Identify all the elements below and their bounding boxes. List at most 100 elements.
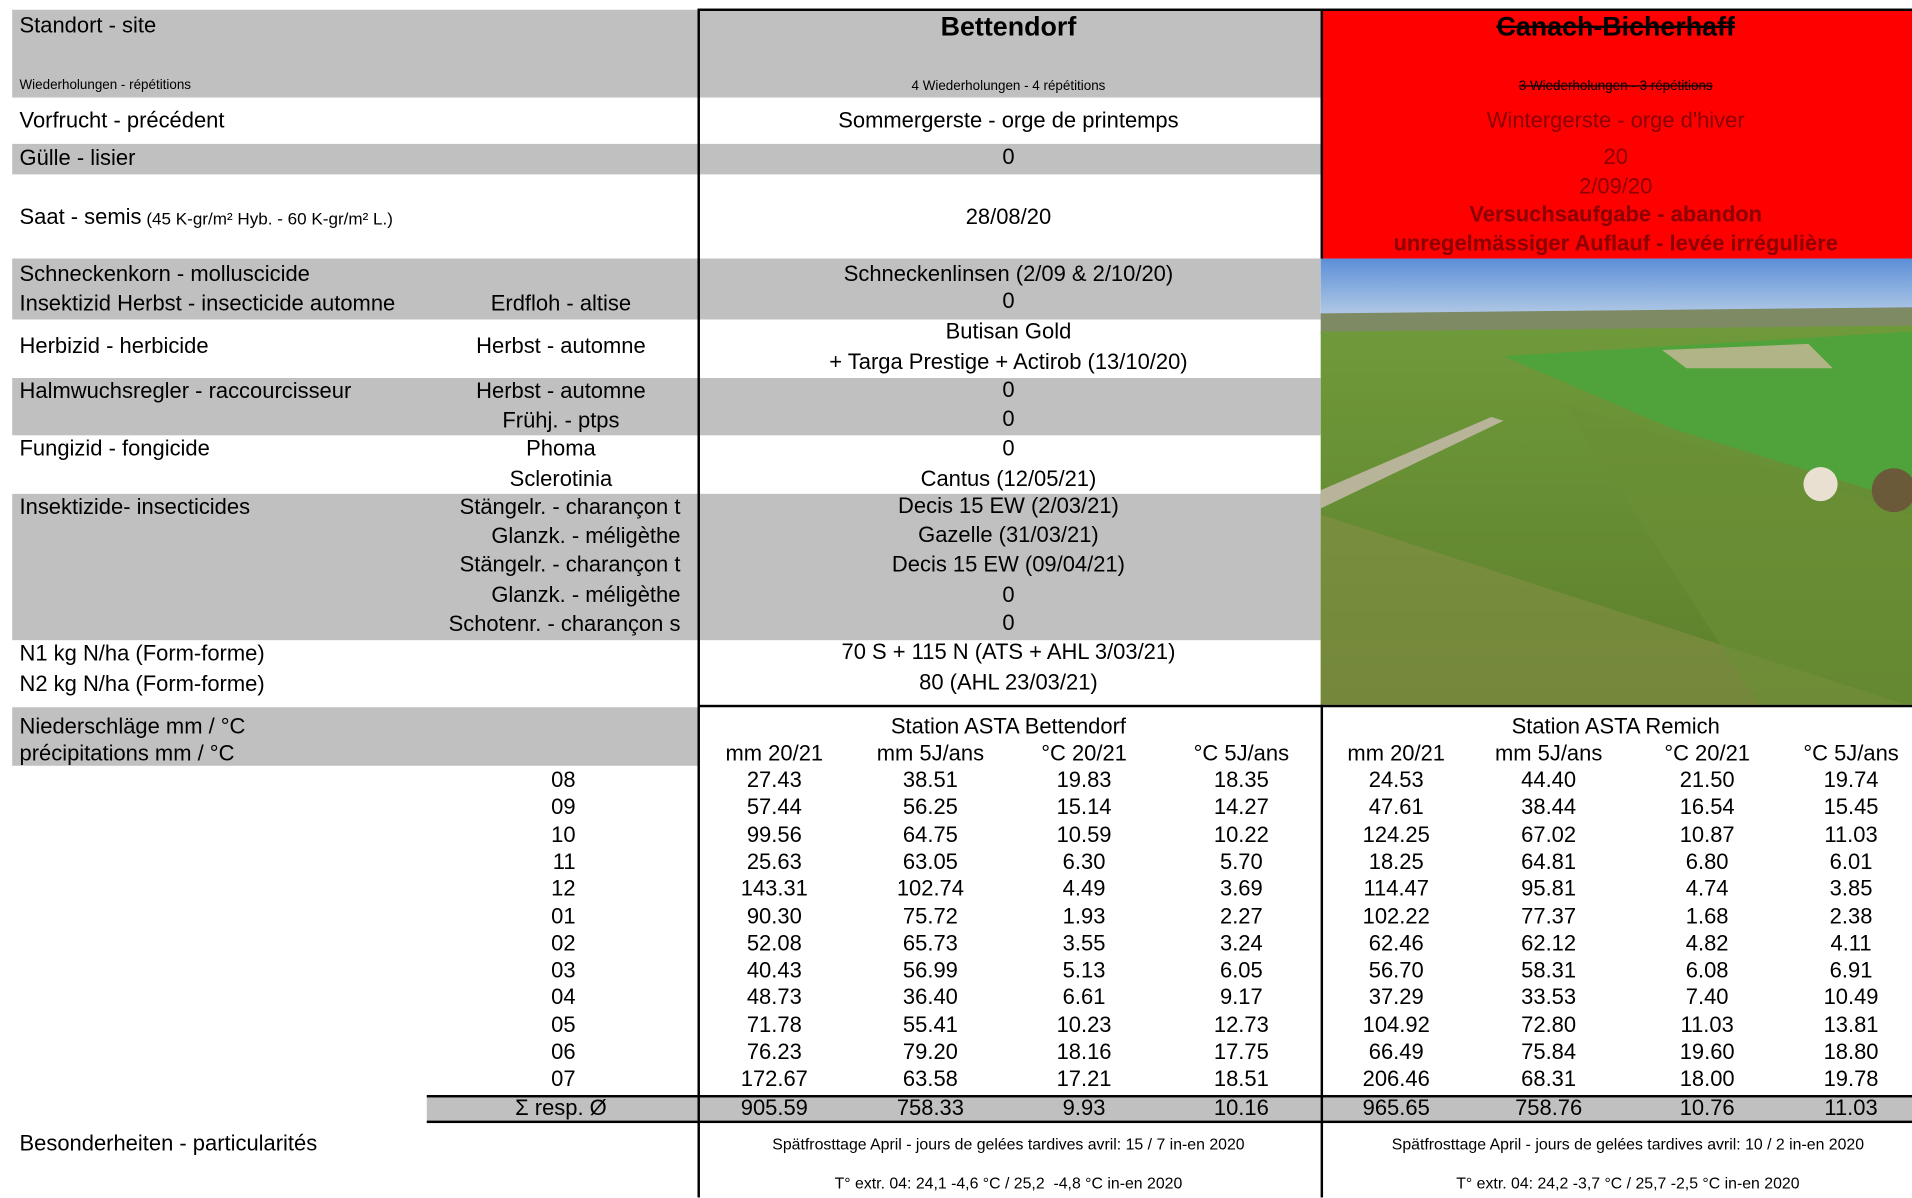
value: 0 <box>1002 582 1015 607</box>
note: T° extr. 04: 24,1 -4,6 °C / 25,2 -4,8 °C… <box>834 1173 1183 1192</box>
cell: 3.24 <box>1219 930 1263 956</box>
total-label: Σ resp. Ø <box>515 1095 607 1121</box>
cell: 102.22 <box>1362 903 1430 928</box>
row-bg <box>12 9 1321 98</box>
cell: 4.11 <box>1830 930 1872 956</box>
cell: 10.87 <box>1679 821 1735 847</box>
label: N2 kg N/ha (Form-forme) <box>19 671 265 696</box>
column-header: °C 5J/ans <box>1803 740 1899 766</box>
month: 11 <box>552 849 576 874</box>
value: 28/08/20 <box>965 204 1052 229</box>
reps: 4 Wiederholungen - 4 répétitions <box>911 79 1106 94</box>
month: 10 <box>551 821 576 847</box>
cell: 10.23 <box>1056 1012 1112 1037</box>
month: 04 <box>551 985 576 1010</box>
total: 10.76 <box>1679 1095 1735 1121</box>
cell: 62.12 <box>1521 930 1577 956</box>
station: Station ASTA Remich <box>1511 713 1720 739</box>
cell: 36.40 <box>902 985 958 1010</box>
cell: 9.17 <box>1219 985 1263 1010</box>
note: Spätfrosttage April - jours de gelées ta… <box>772 1134 1245 1153</box>
cell: 6.01 <box>1829 849 1873 874</box>
note: T° extr. 04: 24,2 -3,7 °C / 25,7 -2,5 °C… <box>1456 1173 1800 1192</box>
site-name: Bettendorf <box>940 10 1077 42</box>
value: Sommergerste - orge de printemps <box>838 107 1179 133</box>
cell: 6.91 <box>1829 957 1873 983</box>
cell: 27.43 <box>746 767 802 793</box>
cell: 63.05 <box>902 849 958 874</box>
cell: 102.74 <box>896 876 964 901</box>
cell: 19.78 <box>1823 1066 1879 1092</box>
cell: 65.73 <box>902 930 958 956</box>
site-name: Canach-Bicherhaff <box>1496 10 1735 42</box>
cell: 172.67 <box>740 1066 808 1092</box>
month: 02 <box>551 930 576 956</box>
cell: 38.44 <box>1521 794 1577 820</box>
cell: 206.46 <box>1362 1066 1430 1092</box>
value: 2/09/20 <box>1579 173 1653 199</box>
note: Spätfrosttage April - jours de gelées ta… <box>1391 1134 1865 1153</box>
cell: 90.30 <box>746 903 802 928</box>
month: 06 <box>551 1039 576 1064</box>
divider <box>426 1120 1912 1123</box>
cell: 71.78 <box>746 1012 802 1037</box>
value: Wintergerste - orge d'hiver <box>1486 107 1745 133</box>
cell: 18.35 <box>1213 767 1269 793</box>
cell: 18.51 <box>1213 1066 1269 1092</box>
value: 0 <box>1002 377 1015 402</box>
month: 07 <box>551 1066 576 1092</box>
cell: 13.81 <box>1823 1012 1879 1037</box>
divider <box>697 9 700 1198</box>
cell: 24.53 <box>1368 767 1424 793</box>
column-header: mm 5J/ans <box>876 740 985 766</box>
cell: 75.72 <box>902 903 958 928</box>
cell: 6.80 <box>1685 849 1729 874</box>
month: 05 <box>551 1012 576 1037</box>
label: Besonderheiten - particularités <box>19 1130 318 1156</box>
divider <box>1320 9 1323 259</box>
sub-label: Frühj. - ptps <box>502 407 620 433</box>
cell: 18.16 <box>1056 1039 1112 1064</box>
cell: 104.92 <box>1362 1012 1430 1037</box>
cell: 6.61 <box>1062 985 1106 1010</box>
cell: 75.84 <box>1521 1039 1577 1064</box>
value: 0 <box>1002 406 1015 432</box>
total: 9.93 <box>1062 1095 1106 1121</box>
sub-label: Stängelr. - charançon t <box>459 551 681 577</box>
cell: 95.81 <box>1521 876 1577 901</box>
label: Herbizid - herbicide <box>19 333 209 358</box>
value: Gazelle (31/03/21) <box>918 522 1099 547</box>
sub-label: Herbst - automne <box>476 333 646 358</box>
month: 09 <box>551 794 576 820</box>
cell: 56.99 <box>902 957 958 983</box>
cell: 3.69 <box>1219 876 1263 901</box>
column-header: °C 20/21 <box>1041 740 1127 766</box>
cell: 10.49 <box>1823 985 1879 1010</box>
cell: 17.75 <box>1213 1039 1269 1064</box>
cell: 6.30 <box>1062 849 1106 874</box>
cell: 44.40 <box>1521 767 1577 793</box>
cell: 63.58 <box>902 1066 958 1092</box>
cell: 72.80 <box>1521 1012 1577 1037</box>
cell: 40.43 <box>746 957 802 983</box>
value: 0 <box>1002 435 1015 461</box>
divider <box>697 704 1912 707</box>
value: Schneckenlinsen (2/09 & 2/10/20) <box>843 261 1174 286</box>
column-header: mm 20/21 <box>725 740 824 766</box>
cell: 4.49 <box>1062 876 1106 901</box>
sub-label: Glanzk. - méligèthe <box>491 582 681 607</box>
label: précipitations mm / °C <box>19 740 235 766</box>
abandon: Versuchsaufgabe - abandon <box>1469 201 1763 227</box>
sub-label: Erdfloh - altise <box>490 290 632 316</box>
cell: 52.08 <box>746 930 802 956</box>
cell: 15.14 <box>1056 794 1112 820</box>
value: Butisan Gold <box>945 318 1072 344</box>
cell: 64.75 <box>902 821 958 847</box>
total: 10.16 <box>1213 1095 1269 1121</box>
cell: 6.05 <box>1219 957 1263 983</box>
cell: 16.54 <box>1679 794 1735 820</box>
cell: 11.03 <box>1680 1012 1734 1037</box>
cell: 19.60 <box>1679 1039 1735 1064</box>
cell: 11.03 <box>1824 821 1878 847</box>
